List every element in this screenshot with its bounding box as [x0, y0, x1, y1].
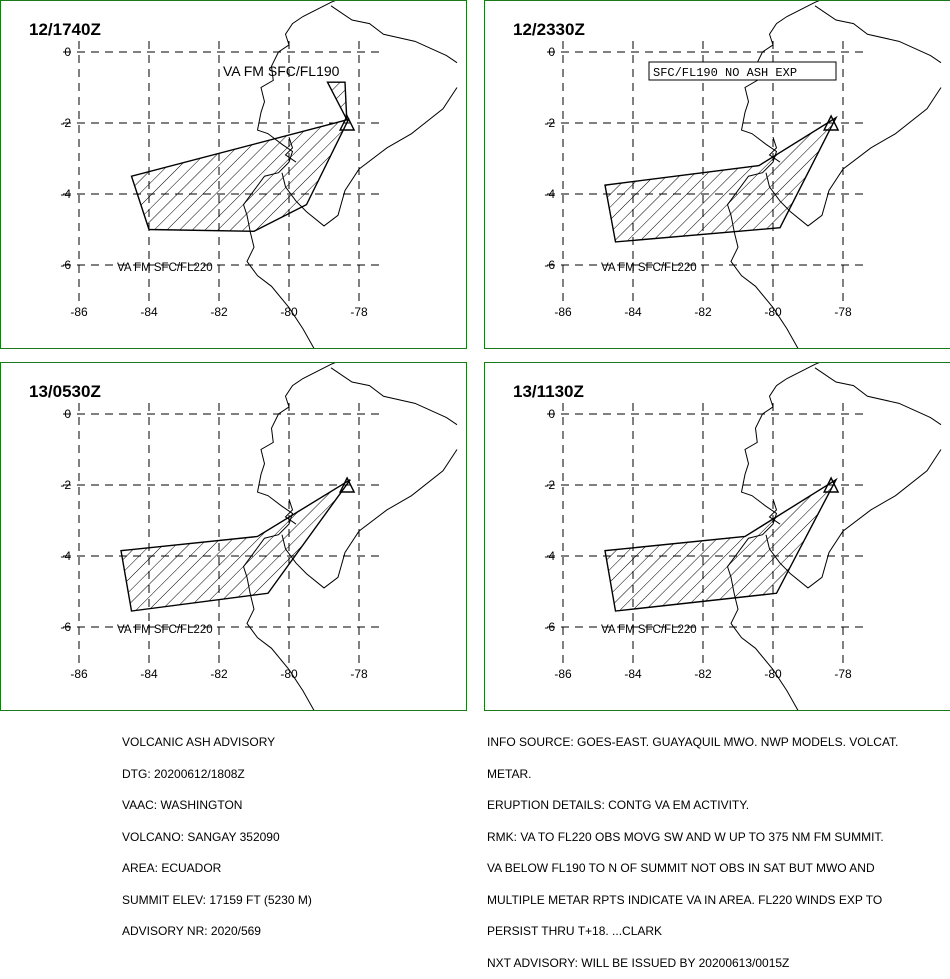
info-line: MULTIPLE METAR RPTS INDICATE VA IN AREA.… — [487, 892, 883, 907]
info-line: ERUPTION DETAILS: CONTG VA EM ACTIVITY. — [487, 798, 750, 812]
advisory-line: VAAC: WASHINGTON — [122, 798, 243, 812]
y-tick-label: -2 — [60, 116, 71, 130]
info-line: PERSIST THRU T+18. ...CLARK — [487, 924, 663, 938]
ash-upper-layer-label: VA FM SFC/FL190 — [223, 63, 340, 79]
volcano-icon — [338, 476, 356, 493]
x-tick-label: -80 — [764, 667, 782, 681]
ash-area-polygon — [120, 479, 351, 612]
coastline — [726, 363, 820, 710]
x-tick-label: -84 — [624, 305, 642, 319]
ash-area-upper-polygon — [326, 81, 348, 120]
y-tick-label: 0 — [64, 45, 71, 59]
info-line: VA BELOW FL190 TO N OF SUMMIT NOT OBS IN… — [487, 861, 875, 875]
no-ash-label-box — [648, 61, 837, 81]
advisory-line: DTG: 20200612/1808Z — [122, 766, 245, 781]
info-line: METAR. — [487, 766, 532, 781]
y-tick-label: -4 — [60, 187, 71, 201]
y-tick-label: -4 — [544, 187, 555, 201]
ash-map: -86 -84 -82 -80 -78 0 -2 -4 -6 13/0530Z VA FM SFC/… — [29, 363, 458, 710]
border-peru — [281, 449, 458, 589]
ash-layer-label: VA FM SFC/FL220 — [601, 262, 697, 274]
y-tick-label: 0 — [64, 407, 71, 421]
y-tick-label: -6 — [60, 258, 71, 272]
volcano-icon — [338, 114, 356, 131]
x-tick-label: -86 — [554, 305, 572, 319]
y-tick-label: 0 — [548, 407, 555, 421]
ash-layer-label: VA FM SFC/FL220 — [601, 624, 697, 636]
x-tick-label: -82 — [210, 305, 228, 319]
x-tick-label: -80 — [280, 667, 298, 681]
y-tick-label: -4 — [544, 549, 555, 563]
advisory-line: VOLCANIC ASH ADVISORY — [122, 735, 276, 749]
advisory-text: VOLCANIC ASH ADVISORY DTG: 20200612/1808… — [122, 716, 312, 947]
map-panel-3: -86 -84 -82 -80 -78 0 -2 -4 -6 13/0530Z VA FM SFC/… — [0, 362, 467, 711]
border-colombia — [814, 367, 942, 426]
border-colombia — [330, 367, 458, 426]
valid-time-label: 12/1740Z — [29, 20, 101, 39]
x-tick-label: -82 — [694, 305, 712, 319]
y-tick-label: -2 — [544, 116, 555, 130]
x-tick-label: -78 — [834, 667, 852, 681]
ash-layer-label: VA FM SFC/FL220 — [117, 262, 213, 274]
x-tick-label: -84 — [140, 305, 158, 319]
advisory-line: VOLCANO: SANGAY 352090 — [122, 829, 280, 844]
info-line: NXT ADVISORY: WILL BE ISSUED BY 20200613… — [487, 955, 790, 970]
ash-area-polygon — [130, 118, 350, 232]
y-tick-label: -6 — [60, 620, 71, 634]
x-tick-label: -86 — [70, 667, 88, 681]
y-tick-label: -4 — [60, 549, 71, 563]
x-tick-label: -82 — [210, 667, 228, 681]
valid-time-label: 13/1130Z — [513, 382, 584, 401]
y-tick-label: -2 — [60, 478, 71, 492]
x-tick-label: -78 — [350, 305, 368, 319]
advisory-line: ADVISORY NR: 2020/569 — [122, 924, 261, 938]
map-panel-4: -86 -84 -82 -80 -78 0 -2 -4 -6 13/1130Z VA FM SFC/… — [484, 362, 950, 711]
y-tick-label: -6 — [544, 258, 555, 272]
ash-map: -86 -84 -82 -80 -78 0 -2 -4 -6 13/1130Z VA FM SFC/… — [513, 363, 942, 710]
advisory-line: SUMMIT ELEV: 17159 FT (5230 M) — [122, 892, 312, 907]
x-tick-label: -84 — [624, 667, 642, 681]
valid-time-label: 13/0530Z — [29, 382, 101, 401]
y-tick-label: 0 — [548, 45, 555, 59]
volcano-icon — [822, 476, 840, 493]
advisory-line: AREA: ECUADOR — [122, 861, 222, 875]
ash-map: -86 -84 -82 -80 -78 0 -2 -4 -6 12/2330Z VA FM SFC/… — [513, 1, 942, 348]
ash-map: -86 -84 -82 -80 -78 0 -2 -4 -6 12/1740Z VA FM SFC/… — [29, 1, 458, 348]
info-text: INFO SOURCE: GOES-EAST. GUAYAQUIL MWO. N… — [487, 716, 898, 979]
x-tick-label: -82 — [694, 667, 712, 681]
map-panel-2: -86 -84 -82 -80 -78 0 -2 -4 -6 12/2330Z VA FM SFC/… — [484, 0, 950, 349]
no-ash-label: SFC/FL190 NO ASH EXP — [653, 66, 797, 80]
ash-layer-label: VA FM SFC/FL220 — [117, 624, 213, 636]
border-colombia — [330, 5, 458, 64]
x-tick-label: -80 — [280, 305, 298, 319]
x-tick-label: -86 — [554, 667, 572, 681]
border-colombia — [814, 5, 942, 64]
x-tick-label: -84 — [140, 667, 158, 681]
info-line: INFO SOURCE: GOES-EAST. GUAYAQUIL MWO. N… — [487, 735, 899, 749]
x-tick-label: -86 — [70, 305, 88, 319]
x-tick-label: -78 — [350, 667, 368, 681]
volcano-icon — [822, 114, 840, 131]
x-tick-label: -78 — [834, 305, 852, 319]
info-line: RMK: VA TO FL220 OBS MOVG SW AND W UP TO… — [487, 829, 884, 844]
map-panel-1: -86 -84 -82 -80 -78 0 -2 -4 -6 12/1740Z VA FM SFC/… — [0, 0, 467, 349]
y-tick-label: -6 — [544, 620, 555, 634]
ash-area-polygon — [604, 477, 838, 612]
ash-area-polygon — [604, 115, 838, 243]
coastline — [242, 363, 336, 710]
valid-time-label: 12/2330Z — [513, 20, 585, 39]
x-tick-label: -80 — [764, 305, 782, 319]
coastline — [726, 1, 820, 348]
y-tick-label: -2 — [544, 478, 555, 492]
